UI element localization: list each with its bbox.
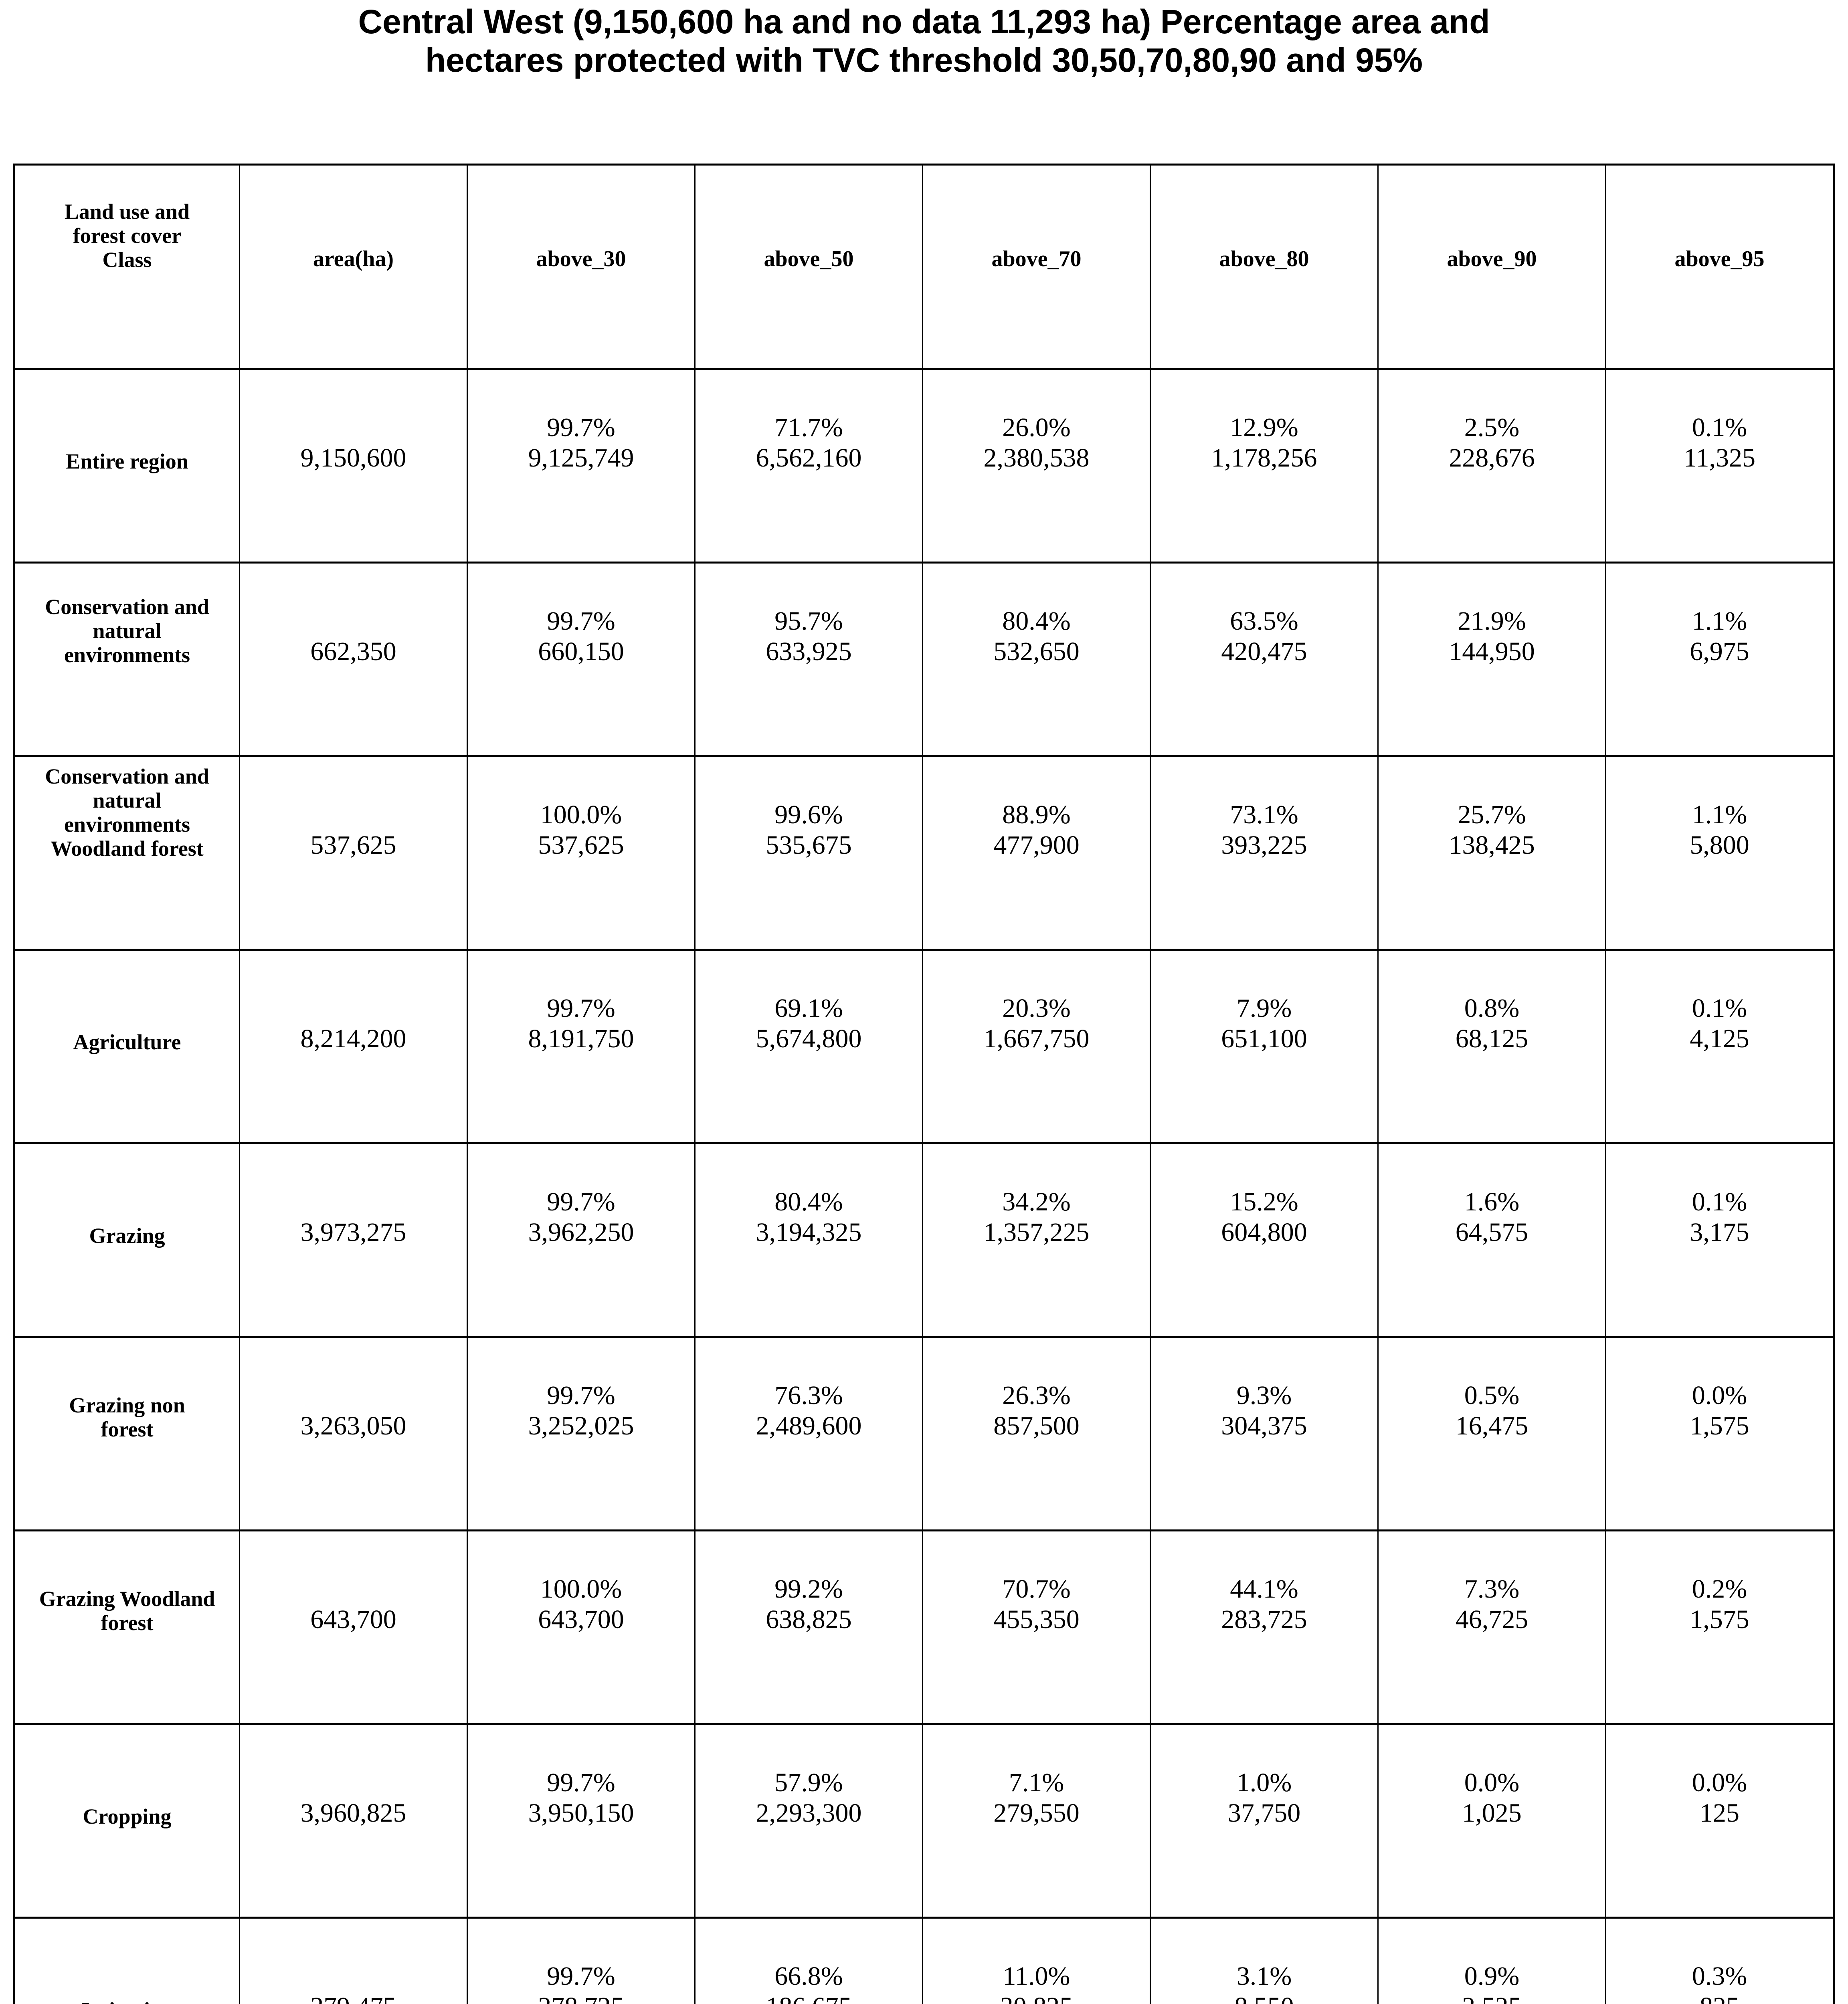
- land-use-cell: Entire region: [66, 449, 188, 473]
- threshold-cell: 63.5% 420,475: [1150, 564, 1377, 755]
- threshold-cell: 95.7% 633,925: [694, 564, 922, 755]
- threshold-cell: 70.7% 455,350: [922, 1531, 1150, 1723]
- table-body: Entire region 9,150,600 99.7% 9,125,749 7…: [15, 368, 1833, 2004]
- table-row: Conservation and natural environments Wo…: [15, 755, 1833, 949]
- header-cell-above-95: above_95: [1605, 166, 1833, 368]
- table-row: Irrigation 279,475 99.7%278,725 66.8%186…: [15, 1917, 1833, 2004]
- table-row: Entire region 9,150,600 99.7% 9,125,749 7…: [15, 368, 1833, 562]
- table-row: Cropping 3,960,825 99.7% 3,950,150 57.9% 2…: [15, 1723, 1833, 1917]
- land-use-cell: Grazing: [89, 1224, 165, 1248]
- land-use-cell: Conservation and natural environments: [45, 595, 209, 667]
- area-cell: 537,625: [239, 757, 467, 949]
- threshold-cell: 100.0% 643,700: [467, 1531, 694, 1723]
- threshold-cell: 80.4% 532,650: [922, 564, 1150, 755]
- threshold-cell: 20.3% 1,667,750: [922, 951, 1150, 1142]
- threshold-cell: 99.7% 3,950,150: [467, 1725, 694, 1917]
- threshold-cell: 80.4% 3,194,325: [694, 1144, 922, 1336]
- threshold-cell: 7.1% 279,550: [922, 1725, 1150, 1917]
- page-title-line-2: hectares protected with TVC threshold 30…: [425, 41, 1423, 79]
- area-cell: 643,700: [239, 1531, 467, 1723]
- table-header-row: Land use and forest cover Class area(ha)…: [15, 166, 1833, 368]
- threshold-cell: 0.0% 125: [1605, 1725, 1833, 1917]
- land-use-cell: Cropping: [83, 1804, 172, 1828]
- threshold-cell: 73.1% 393,225: [1150, 757, 1377, 949]
- threshold-cell: 0.1% 3,175: [1605, 1144, 1833, 1336]
- threshold-cell: 99.2% 638,825: [694, 1531, 922, 1723]
- area-cell: 3,263,050: [239, 1338, 467, 1529]
- threshold-cell: 99.6% 535,675: [694, 757, 922, 949]
- area-cell: 3,973,275: [239, 1144, 467, 1336]
- threshold-cell: 66.8%186,675: [694, 1919, 922, 2004]
- threshold-cell: 0.8% 68,125: [1377, 951, 1605, 1142]
- land-use-cell: Conservation and natural environments Wo…: [45, 764, 209, 861]
- threshold-cell: 9.3% 304,375: [1150, 1338, 1377, 1529]
- threshold-cell: 25.7% 138,425: [1377, 757, 1605, 949]
- threshold-cell: 1.1% 6,975: [1605, 564, 1833, 755]
- threshold-cell: 99.7% 8,191,750: [467, 951, 694, 1142]
- header-cell-above-90: above_90: [1377, 166, 1605, 368]
- header-cell-land-use: Land use and forest cover Class: [64, 200, 190, 272]
- threshold-cell: 69.1% 5,674,800: [694, 951, 922, 1142]
- land-use-cell: Agriculture: [73, 1030, 181, 1054]
- threshold-cell: 1.6% 64,575: [1377, 1144, 1605, 1336]
- area-cell: 662,350: [239, 564, 467, 755]
- area-cell: 8,214,200: [239, 951, 467, 1142]
- area-cell: 9,150,600: [239, 370, 467, 562]
- threshold-cell: 11.0%30,825: [922, 1919, 1150, 2004]
- header-cell-above-80: above_80: [1150, 166, 1377, 368]
- threshold-cell: 99.7% 660,150: [467, 564, 694, 755]
- threshold-cell: 2.5% 228,676: [1377, 370, 1605, 562]
- threshold-cell: 76.3% 2,489,600: [694, 1338, 922, 1529]
- threshold-cell: 100.0% 537,625: [467, 757, 694, 949]
- threshold-cell: 88.9% 477,900: [922, 757, 1150, 949]
- table-row: Conservation and natural environments 66…: [15, 562, 1833, 755]
- threshold-cell: 7.3% 46,725: [1377, 1531, 1605, 1723]
- threshold-cell: 15.2% 604,800: [1150, 1144, 1377, 1336]
- threshold-cell: 1.0% 37,750: [1150, 1725, 1377, 1917]
- land-use-cell: Grazing non forest: [69, 1393, 185, 1441]
- threshold-cell: 0.3%825: [1605, 1919, 1833, 2004]
- header-cell-above-50: above_50: [694, 166, 922, 368]
- table-row: Agriculture 8,214,200 99.7% 8,191,750 69.…: [15, 949, 1833, 1142]
- threshold-cell: 0.5% 16,475: [1377, 1338, 1605, 1529]
- threshold-cell: 44.1% 283,725: [1150, 1531, 1377, 1723]
- threshold-cell: 12.9% 1,178,256: [1150, 370, 1377, 562]
- land-use-cell: Grazing Woodland forest: [39, 1587, 215, 1635]
- area-cell: 279,475: [239, 1919, 467, 2004]
- header-cell-above-70: above_70: [922, 166, 1150, 368]
- threshold-cell: 0.0% 1,025: [1377, 1725, 1605, 1917]
- threshold-cell: 71.7% 6,562,160: [694, 370, 922, 562]
- table-row: Grazing Woodland forest 643,700 100.0% 64…: [15, 1529, 1833, 1723]
- threshold-cell: 99.7% 9,125,749: [467, 370, 694, 562]
- threshold-cell: 99.7% 3,252,025: [467, 1338, 694, 1529]
- header-cell-area: area(ha): [239, 166, 467, 368]
- threshold-cell: 57.9% 2,293,300: [694, 1725, 922, 1917]
- table-row: Grazing 3,973,275 99.7% 3,962,250 80.4% 3,…: [15, 1142, 1833, 1336]
- threshold-cell: 3.1%8,550: [1150, 1919, 1377, 2004]
- threshold-cell: 34.2% 1,357,225: [922, 1144, 1150, 1336]
- table-row: Grazing non forest 3,263,050 99.7% 3,252,…: [15, 1336, 1833, 1529]
- threshold-cell: 0.1% 11,325: [1605, 370, 1833, 562]
- threshold-cell: 99.7% 3,962,250: [467, 1144, 694, 1336]
- threshold-cell: 99.7%278,725: [467, 1919, 694, 2004]
- threshold-cell: 0.0% 1,575: [1605, 1338, 1833, 1529]
- threshold-cell: 21.9% 144,950: [1377, 564, 1605, 755]
- header-cell-above-30: above_30: [467, 166, 694, 368]
- threshold-cell: 26.3% 857,500: [922, 1338, 1150, 1529]
- page-title-line-1: Central West (9,150,600 ha and no data 1…: [358, 3, 1490, 40]
- data-table: Land use and forest cover Class area(ha)…: [13, 164, 1835, 2004]
- threshold-cell: 0.1% 4,125: [1605, 951, 1833, 1142]
- threshold-cell: 0.2% 1,575: [1605, 1531, 1833, 1723]
- threshold-cell: 0.9%2,525: [1377, 1919, 1605, 2004]
- land-use-cell: Irrigation: [15, 1919, 239, 2004]
- area-cell: 3,960,825: [239, 1725, 467, 1917]
- page-title: Central West (9,150,600 ha and no data 1…: [0, 2, 1848, 79]
- threshold-cell: 1.1% 5,800: [1605, 757, 1833, 949]
- threshold-cell: 7.9% 651,100: [1150, 951, 1377, 1142]
- threshold-cell: 26.0% 2,380,538: [922, 370, 1150, 562]
